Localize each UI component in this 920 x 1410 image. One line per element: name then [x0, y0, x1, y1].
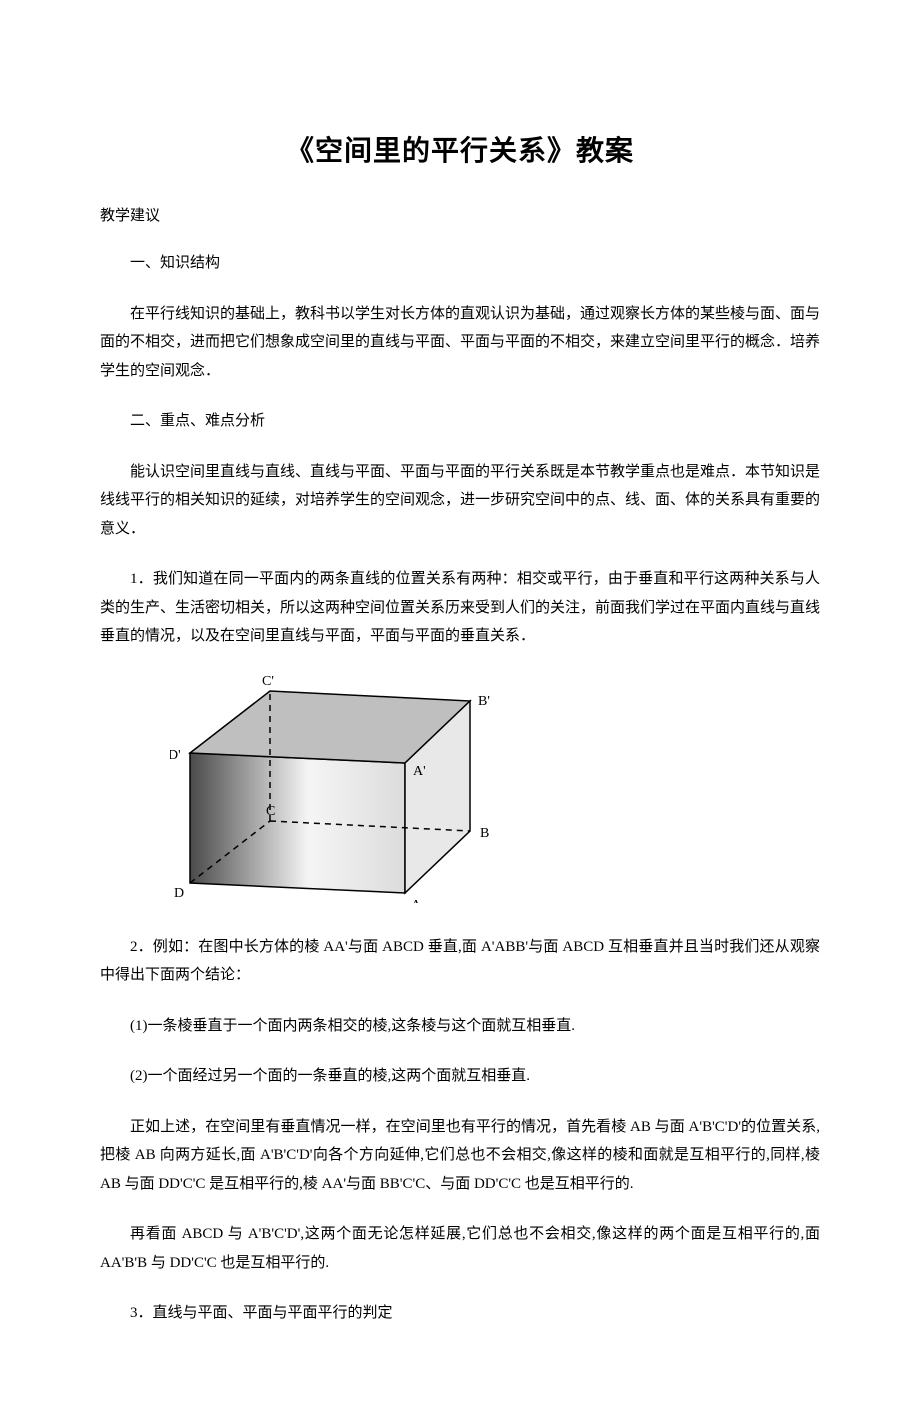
svg-text:A': A'	[413, 764, 426, 779]
section-2-heading: 二、重点、难点分析	[100, 407, 820, 436]
document-page: 《空间里的平行关系》教案 教学建议 一、知识结构 在平行线知识的基础上，教科书以…	[0, 0, 920, 1410]
svg-text:C': C'	[262, 674, 274, 689]
paragraph-2: 能认识空间里直线与直线、直线与平面、平面与平面的平行关系既是本节教学重点也是难点…	[100, 458, 820, 544]
svg-text:C: C	[266, 804, 275, 819]
svg-text:A: A	[411, 898, 422, 903]
svg-text:D': D'	[170, 748, 181, 763]
paragraph-3: 1．我们知道在同一平面内的两条直线的位置关系有两种：相交或平行，由于垂直和平行这…	[100, 565, 820, 651]
paragraph-1: 在平行线知识的基础上，教科书以学生对长方体的直观认识为基础，通过观察长方体的某些…	[100, 300, 820, 386]
svg-text:B: B	[480, 826, 489, 841]
svg-text:D: D	[174, 886, 184, 901]
paragraph-9: 3．直线与平面、平面与平面平行的判定	[100, 1299, 820, 1328]
paragraph-4: 2．例如：在图中长方体的棱 AA'与面 ABCD 垂直,面 A'ABB'与面 A…	[100, 933, 820, 990]
cuboid-diagram: D' C' B' A' D C B A	[170, 673, 500, 903]
page-title: 《空间里的平行关系》教案	[100, 129, 820, 169]
section-1-heading: 一、知识结构	[100, 249, 820, 278]
svg-text:B': B'	[478, 694, 490, 709]
paragraph-8: 再看面 ABCD 与 A'B'C'D',这两个面无论怎样延展,它们总也不会相交,…	[100, 1220, 820, 1277]
paragraph-6: (2)一个面经过另一个面的一条垂直的棱,这两个面就互相垂直.	[100, 1062, 820, 1091]
paragraph-5: (1)一条棱垂直于一个面内两条相交的棱,这条棱与这个面就互相垂直.	[100, 1012, 820, 1041]
teaching-suggestions-heading: 教学建议	[100, 205, 820, 228]
paragraph-7: 正如上述，在空间里有垂直情况一样，在空间里也有平行的情况，首先看棱 AB 与面 …	[100, 1113, 820, 1199]
cuboid-figure: D' C' B' A' D C B A	[170, 673, 820, 903]
